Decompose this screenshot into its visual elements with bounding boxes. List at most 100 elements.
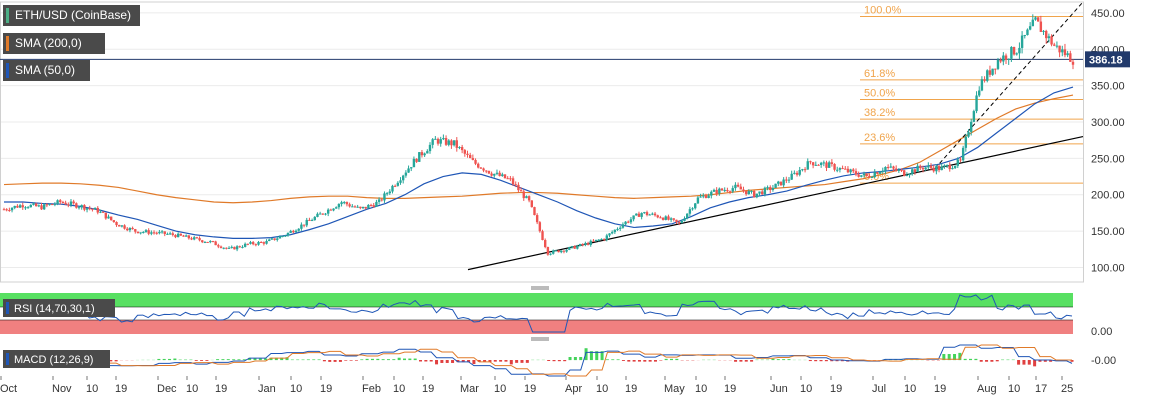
candle-body <box>798 169 801 175</box>
candle-body <box>310 220 314 222</box>
rsi-overbought-zone <box>0 293 1073 307</box>
candle-body <box>873 172 876 178</box>
macd-histogram-bar <box>547 360 551 361</box>
candle-body <box>621 224 625 228</box>
candle-body <box>608 233 611 236</box>
candle-body <box>1018 47 1021 54</box>
candle-body <box>795 172 799 175</box>
macd-histogram-bar <box>563 360 567 362</box>
candle-body <box>361 206 365 209</box>
candle-body <box>305 219 308 226</box>
candle-body <box>986 70 989 81</box>
macd-histogram-bar <box>242 359 246 361</box>
candle-body <box>1058 45 1061 53</box>
candle-body <box>961 147 965 161</box>
candle-body <box>179 233 183 236</box>
macd-histogram-bar <box>301 359 305 361</box>
candle-body <box>774 183 777 188</box>
candle-body <box>894 168 898 171</box>
macd-histogram-bar <box>734 360 738 362</box>
macd-histogram-bar <box>600 351 604 361</box>
candle-body <box>838 168 842 170</box>
legend-eth-usd[interactable]: ETH/USD (CoinBase) <box>3 5 140 26</box>
candle-body <box>375 201 378 207</box>
macd-histogram-bar <box>381 359 385 361</box>
candle-body <box>495 172 499 174</box>
macd-histogram-bar <box>744 360 748 362</box>
candle-body <box>637 213 641 217</box>
candle-body <box>619 227 622 229</box>
candle-body <box>77 207 81 209</box>
macd-histogram-bar <box>365 358 369 361</box>
macd-histogram-bar <box>440 360 444 363</box>
candle-body <box>972 111 976 122</box>
candle-body <box>538 222 542 232</box>
macd-histogram-bar <box>1027 360 1031 365</box>
candle-body <box>80 205 83 208</box>
rsi-panel: RSI (14,70,30,1) 0.00 <box>0 293 1112 338</box>
candle-body <box>2 209 6 211</box>
candle-body <box>72 201 75 204</box>
macd-histogram-bar <box>1049 360 1053 362</box>
candle-body <box>836 169 839 171</box>
macd-histogram-bar <box>312 359 316 361</box>
macd-histogram-bar <box>445 360 449 363</box>
candle-body <box>522 191 525 199</box>
trendlines <box>0 1 1084 271</box>
candle-body <box>870 177 874 179</box>
macd-histogram-bar <box>280 357 284 361</box>
macd-histogram-bar <box>1006 359 1010 361</box>
candle-body <box>1010 46 1013 59</box>
candle-body <box>418 152 421 162</box>
last-price-value: 386.18 <box>1089 54 1123 66</box>
candle-body <box>581 244 584 246</box>
macd-histogram-bar <box>408 358 412 361</box>
candle-body <box>83 205 86 210</box>
candle-body <box>184 235 188 237</box>
fib-level-label: 100.0% <box>864 5 902 17</box>
legend-sma50[interactable]: SMA (50,0) <box>3 60 90 81</box>
macd-histogram-bar <box>493 360 497 362</box>
candle-body <box>316 213 319 217</box>
macd-histogram-bar <box>392 359 396 361</box>
candle-body <box>554 250 558 252</box>
candle-body <box>69 201 73 205</box>
candle-body <box>1026 29 1029 36</box>
legend-sma200[interactable]: SMA (200,0) <box>3 33 105 54</box>
macd-histogram-bar <box>552 360 556 362</box>
candle-body <box>814 164 817 166</box>
candle-body <box>195 237 199 239</box>
candle-body <box>321 213 325 215</box>
candle-body <box>742 189 745 191</box>
candle-body <box>785 179 788 181</box>
candle-body <box>661 217 665 220</box>
candle-body <box>233 246 236 250</box>
x-tick-label: 19 <box>215 383 227 395</box>
candle-body <box>385 193 389 195</box>
candle-body <box>37 205 41 207</box>
macd-histogram-bar <box>114 360 118 362</box>
candle-body <box>326 209 330 214</box>
candle-body <box>592 240 595 242</box>
macd-histogram-bar <box>258 358 262 361</box>
candle-body <box>586 243 590 245</box>
candle-body <box>803 169 807 171</box>
candle-body <box>468 154 472 159</box>
candle-body <box>193 237 196 240</box>
candle-body <box>720 188 724 191</box>
macd-histogram-bar <box>947 354 951 361</box>
candle-body <box>18 205 22 208</box>
candle-body <box>270 238 274 240</box>
macd-histogram-bar <box>771 358 775 361</box>
candle-body <box>294 230 298 233</box>
candle-body <box>42 204 46 210</box>
candle-body <box>318 213 322 215</box>
candle-body <box>498 172 501 177</box>
candle-body <box>8 209 11 211</box>
macd-histogram-bar <box>472 360 476 365</box>
candle-body <box>712 189 716 192</box>
macd-histogram-bar <box>232 359 236 361</box>
candle-body <box>1039 21 1043 32</box>
candle-body <box>64 202 67 205</box>
legend-swatch <box>6 8 9 23</box>
